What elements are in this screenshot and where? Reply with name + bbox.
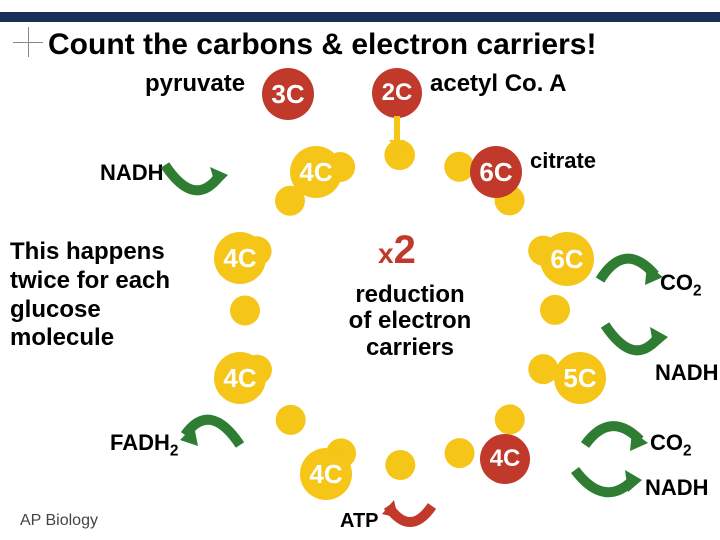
node-4c-top: 4C (290, 146, 342, 198)
x2-label: x2 (378, 228, 416, 273)
nadh-curve-left (160, 155, 230, 215)
nadh-curve-2 (570, 460, 645, 510)
node-4c-b: 4C (300, 448, 352, 500)
node-6c-right: 6C (540, 232, 594, 286)
side-note: This happens twice for each glucose mole… (10, 238, 210, 353)
footer-label: AP Biology (20, 512, 98, 530)
top-bar (0, 12, 720, 22)
fadh2-curve (180, 400, 250, 460)
citrate-label: citrate (530, 148, 596, 174)
acetyl-label: acetyl Co. A (430, 70, 567, 98)
pyruvate-arrow (385, 116, 415, 156)
co2-curve-1 (595, 245, 665, 300)
node-6c-top: 6C (470, 146, 522, 198)
nadh-right-2: NADH (645, 475, 709, 501)
atp-curve (380, 498, 440, 538)
atp-label: ATP (340, 510, 379, 533)
fadh2-label: FADH2 (110, 430, 178, 460)
node-2c: 2C (372, 68, 422, 118)
node-3c: 3C (262, 68, 314, 120)
co2-curve-2 (580, 415, 650, 465)
center-text: reduction of electron carriers (320, 282, 500, 361)
nadh-curve-1 (600, 315, 670, 370)
co2-right-2: CO2 (650, 430, 692, 460)
node-4c-bl: 4C (214, 352, 266, 404)
nadh-left-label: NADH (100, 160, 164, 186)
co2-right-1: CO2 (660, 270, 702, 300)
node-4c-l: 4C (214, 232, 266, 284)
page-title: Count the carbons & electron carriers! (48, 28, 596, 62)
node-5c: 5C (554, 352, 606, 404)
pyruvate-label: pyruvate (145, 70, 245, 98)
node-4c-br: 4C (480, 434, 530, 484)
